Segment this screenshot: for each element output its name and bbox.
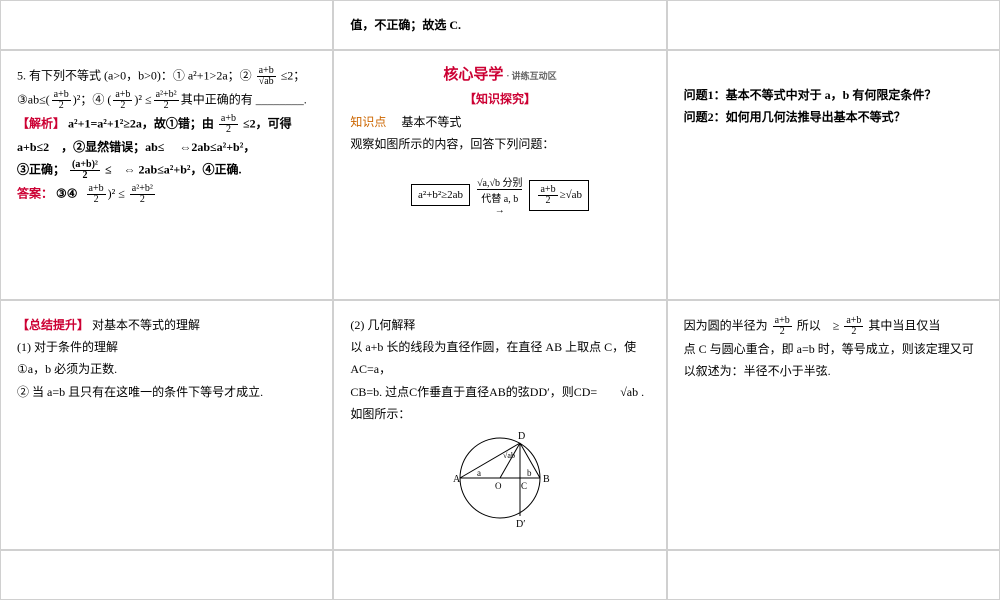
- jx-l5: ③正确； (a+b)²2 ≤ ⇔ 2ab≤a²+b²，④正确.: [17, 160, 316, 181]
- geo-l2: AC=a，: [350, 360, 649, 379]
- cell-2-2: 因为圆的半径为 a+b2 所以 ≥ a+b2 其中当且仅当 点 C 与圆心重合，…: [667, 300, 1000, 550]
- cell-3-0: [0, 550, 333, 600]
- q5-text: 5. 有下列不等式 (a>0，b>0)：① a²+1>2a；②: [17, 68, 252, 82]
- cell-3-2: [667, 550, 1000, 600]
- svg-text:D: D: [518, 431, 525, 442]
- zongjie: 【总结提升】 对基本不等式的理解: [17, 316, 316, 335]
- zongjie-label: 【总结提升】: [17, 318, 89, 332]
- circle-diagram: A B O C D D′ a b √ab: [425, 428, 575, 538]
- question-2: 问题2：如何用几何法推导出基本不等式？: [684, 108, 983, 127]
- svg-text:b: b: [527, 468, 532, 478]
- jiexi: 【解析】 a²+1=a²+1²≥2a，故①错；由 a+b2 ≤2，可得: [17, 114, 316, 135]
- zj-l1: (1) 对于条件的理解: [17, 338, 316, 357]
- cell-1-0: 5. 有下列不等式 (a>0，b>0)：① a²+1>2a；② a+b√ab ≤…: [0, 50, 333, 300]
- le2: ≤2；: [281, 68, 306, 82]
- guancha-text: 观察如图所示的内容，回答下列问题：: [350, 135, 649, 154]
- cell-3-1: [333, 550, 666, 600]
- cell-1-2: 问题1：基本不等式中对于 a，b 有何限定条件？ 问题2：如何用几何法推导出基本…: [667, 50, 1000, 300]
- cell-0-0: [0, 0, 333, 50]
- r2c3-l2: 点 C 与圆心重合，即 a=b 时，等号成立，则该定理又可: [684, 340, 983, 359]
- r2c3-l3: 以叙述为：半径不小于半弦.: [684, 362, 983, 381]
- box-right: a+b2≥√ab: [529, 180, 589, 211]
- answer-label: 答案：: [17, 186, 53, 200]
- svg-text:√ab: √ab: [503, 451, 515, 460]
- svg-text:D′: D′: [516, 519, 525, 530]
- svg-text:C: C: [521, 481, 527, 491]
- zhishitanjiu: 【知识探究】: [350, 90, 649, 107]
- geo-l4: 如图所示：: [350, 405, 649, 424]
- zj-l3: ② 当 a=b 且只有在这唯一的条件下等号才成立.: [17, 383, 316, 402]
- cell-0-2: [667, 0, 1000, 50]
- jx-l4: a+b≤2 ，②显然错误；ab≤ ⇔2ab≤a²+b²，: [17, 138, 316, 157]
- cell-2-1: (2) 几何解释 以 a+b 长的线段为直径作圆，在直径 AB 上取点 C，使 …: [333, 300, 666, 550]
- svg-text:B: B: [543, 474, 550, 485]
- cell-2-0: 【总结提升】 对基本不等式的理解 (1) 对于条件的理解 ①a，b 必须为正数.…: [0, 300, 333, 550]
- partial-text: 值，不正确；故选 C.: [350, 16, 649, 35]
- svg-text:O: O: [495, 481, 502, 491]
- zj-l2: ①a，b 必须为正数.: [17, 360, 316, 379]
- box-left: a²+b²≥2ab: [411, 184, 470, 206]
- question-1: 问题1：基本不等式中对于 a，b 有何限定条件？: [684, 86, 983, 105]
- svg-text:A: A: [453, 474, 461, 485]
- geo-title: (2) 几何解释: [350, 316, 649, 335]
- cell-1-1: 核心导学 · 讲练互动区 【知识探究】 知识点 基本不等式 观察如图所示的内容，…: [333, 50, 666, 300]
- hexin-title: 核心导学 · 讲练互动区: [350, 63, 649, 84]
- answer-line: 答案： ③④ a+b2)² ≤ a²+b²2: [17, 184, 316, 205]
- problem-5: 5. 有下列不等式 (a>0，b>0)：① a²+1>2a；② a+b√ab ≤…: [17, 66, 316, 87]
- inequality-box: a²+b²≥2ab √a,√b 分别 代替 a, b → a+b2≥√ab: [350, 174, 649, 216]
- r2c3-l1: 因为圆的半径为 a+b2 所以 ≥ a+b2 其中当且仅当: [684, 316, 983, 337]
- cell-0-1: 值，不正确；故选 C.: [333, 0, 666, 50]
- q5-line3: ③ab≤(a+b2)²；④ (a+b2)² ≤a²+b²2其中正确的有 ____…: [17, 90, 316, 111]
- svg-text:a: a: [477, 468, 481, 478]
- answer-value: ③④: [56, 186, 78, 200]
- jiexi-label: 【解析】: [17, 116, 65, 130]
- geo-l1: 以 a+b 长的线段为直径作圆，在直径 AB 上取点 C，使: [350, 338, 649, 357]
- geo-l3: CB=b. 过点C作垂直于直径AB的弦DD′，则CD= √ab .: [350, 383, 649, 402]
- zhishidian: 知识点 基本不等式: [350, 113, 649, 132]
